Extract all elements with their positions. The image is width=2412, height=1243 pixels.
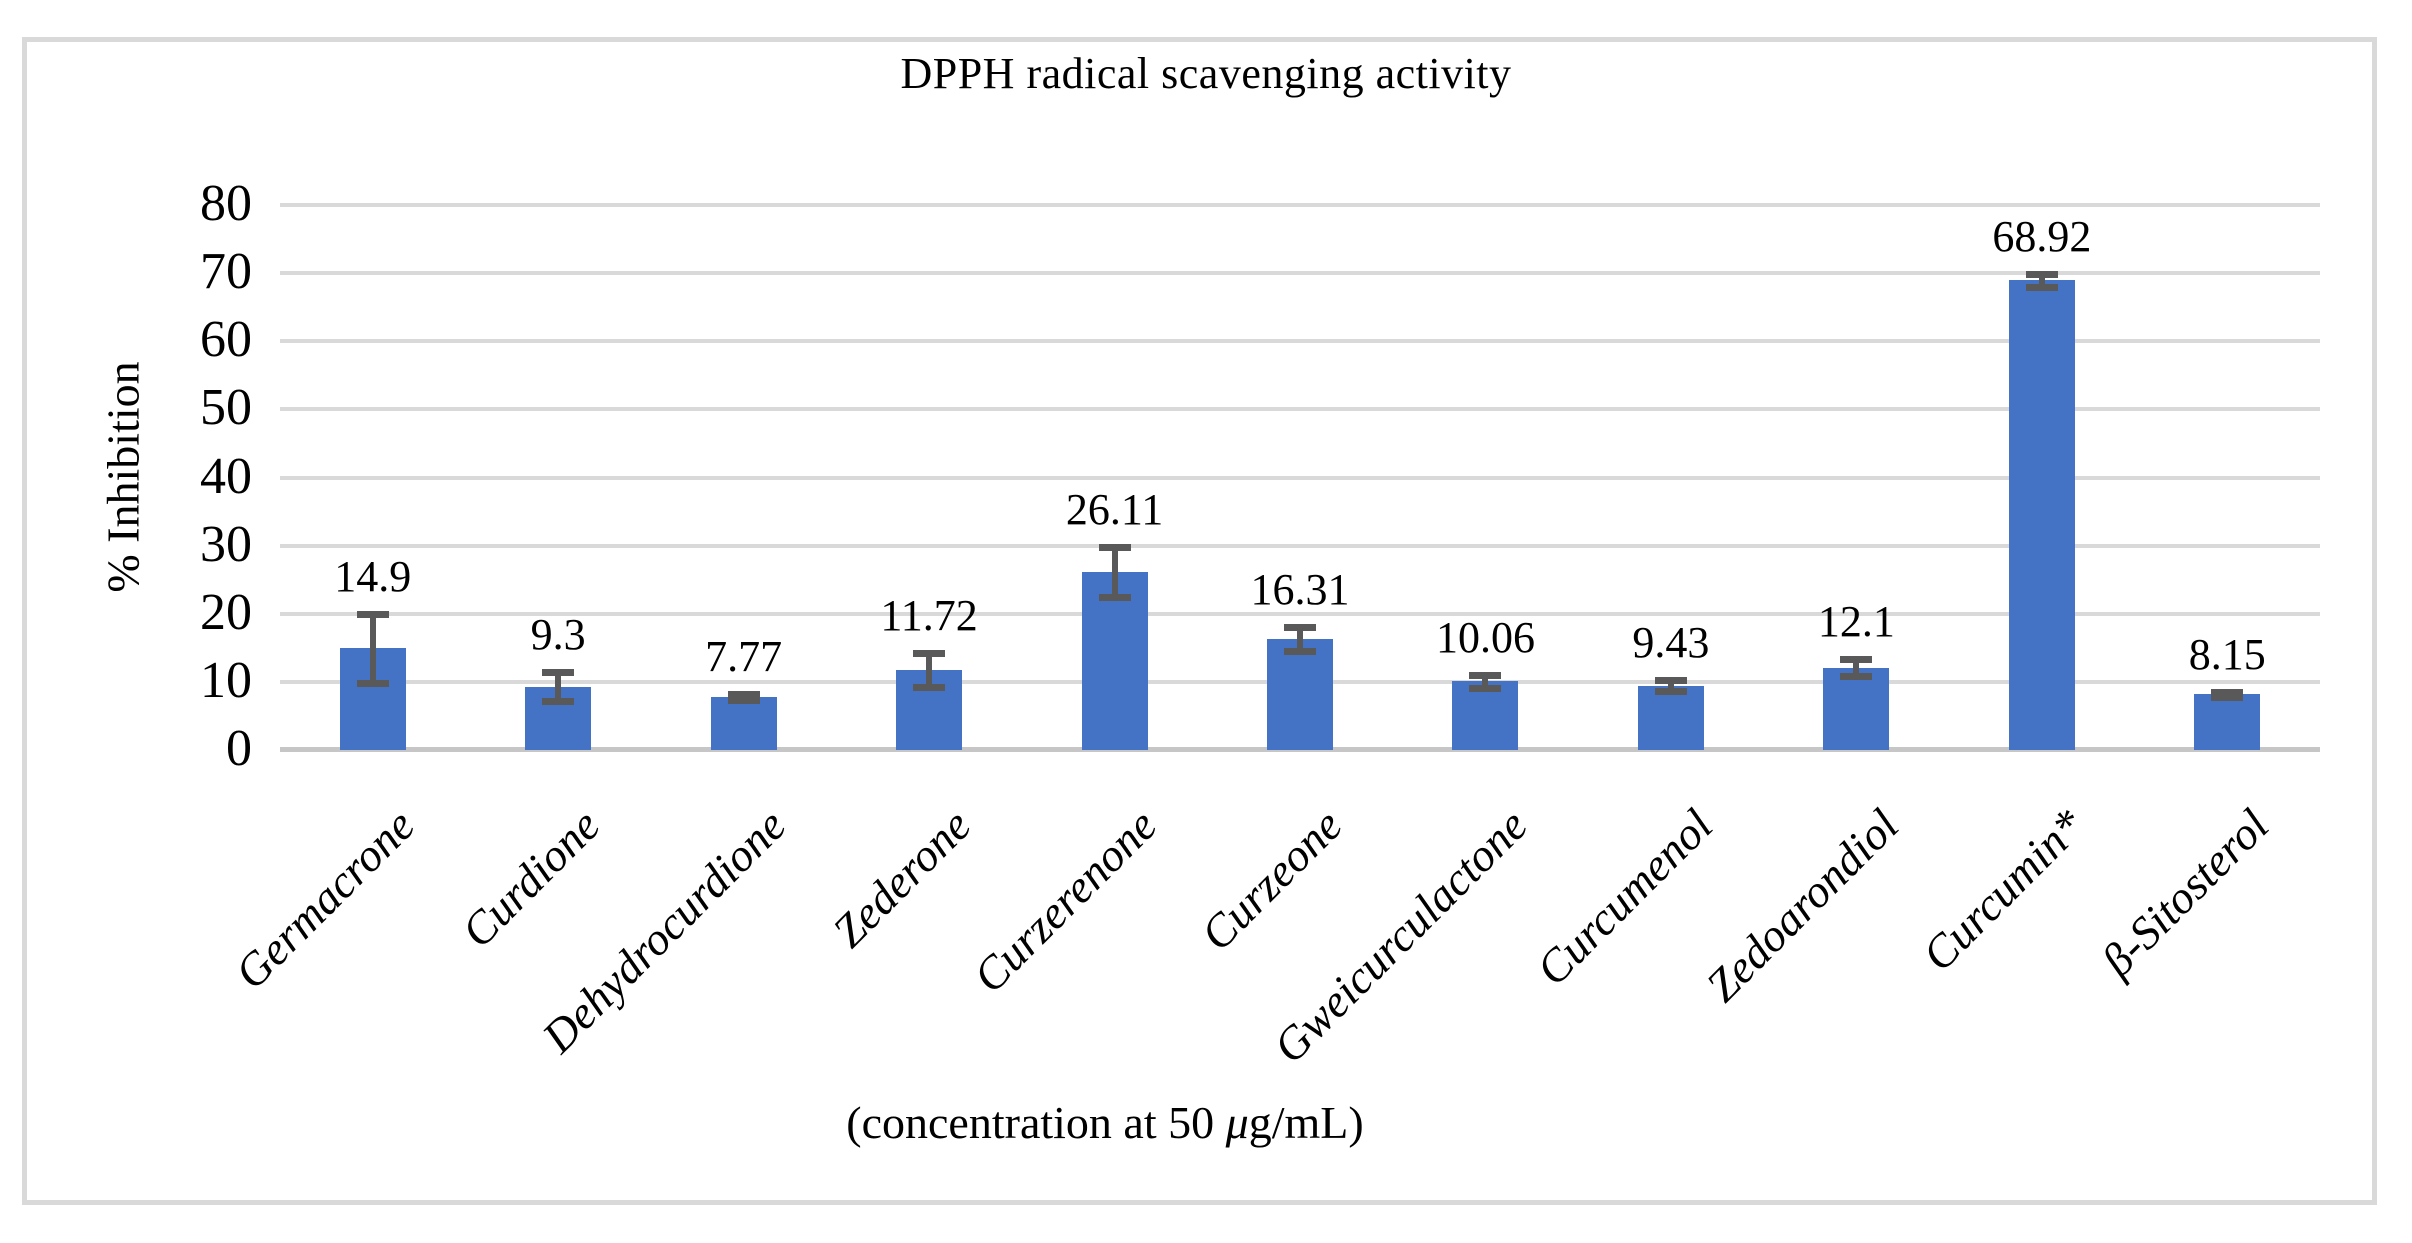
chart-title: DPPH radical scavenging activity: [900, 49, 1512, 98]
category-label-Curzerenone: Curzerenone: [963, 799, 1166, 1003]
data-label: 14.9: [334, 552, 412, 602]
data-label: 10.06: [1435, 613, 1535, 663]
category-label-Curzeone: Curzeone: [1190, 799, 1352, 961]
x-axis-title-prefix: (concentration at 50: [846, 1097, 1226, 1148]
y-tick-label: 0: [226, 720, 252, 777]
x-axis-title-suffix: g/mL): [1248, 1097, 1364, 1148]
error-bar-cap-top: [1284, 623, 1316, 631]
data-label: 68.92: [1992, 212, 2092, 262]
y-tick-label: 80: [200, 175, 252, 232]
error-bar-stem: [1667, 680, 1674, 692]
y-tick-label: 50: [200, 379, 252, 437]
error-bar-cap-top: [1469, 672, 1502, 680]
error-bar-cap-bottom: [727, 696, 760, 704]
data-label: 7.77: [705, 632, 783, 682]
error-bar-cap-bottom: [1840, 673, 1873, 681]
error-bar-stem: [555, 672, 562, 701]
error-bar-cap-top: [356, 611, 389, 619]
error-bar-cap-top: [2025, 271, 2058, 279]
y-tick-label: 70: [200, 243, 252, 301]
y-gridline: [280, 203, 2320, 207]
error-bar-cap-top: [913, 650, 946, 658]
y-tick-label: 10: [200, 651, 252, 709]
category-label-Curcumenol: Curcumenol: [1526, 799, 1723, 995]
error-bar-cap-bottom: [1284, 648, 1316, 656]
error-bar-cap-bottom: [913, 684, 946, 692]
y-tick-label: 60: [200, 311, 252, 369]
y-gridline: [280, 611, 2320, 616]
y-gridline: [280, 475, 2320, 480]
category-label-β-Sitosterol: β-Sitosterol: [2092, 799, 2279, 986]
data-label: 12.1: [1817, 596, 1895, 646]
error-bar-stem: [369, 614, 376, 683]
bar-Gweicurculactone: [1452, 681, 1519, 750]
y-gridline: [280, 271, 2320, 276]
data-label: 26.11: [1065, 484, 1164, 534]
category-label-Curdione: Curdione: [451, 799, 610, 958]
error-bar-cap-top: [2211, 689, 2244, 697]
data-label: 8.15: [2188, 630, 2266, 680]
y-gridline: [280, 543, 2320, 548]
category-label-Curcumin*: Curcumin*: [1911, 799, 2094, 981]
error-bar-cap-top: [727, 691, 760, 699]
bar-Curzerenone: [1081, 572, 1148, 750]
error-bar-cap-bottom: [1469, 684, 1502, 692]
error-bar-cap-top: [1098, 543, 1131, 551]
data-label: 16.31: [1250, 564, 1350, 614]
error-bar-cap-top: [1840, 655, 1873, 663]
error-bar-cap-top: [1654, 677, 1687, 685]
y-tick-label: 20: [200, 583, 252, 641]
error-bar-cap-bottom: [542, 697, 575, 705]
bar-Dehydrocurdione: [710, 697, 777, 750]
error-bar-cap-bottom: [2025, 283, 2058, 291]
data-label: 11.72: [880, 591, 978, 641]
bar-Curzeone: [1267, 638, 1333, 750]
y-tick-label: 30: [200, 515, 252, 573]
bar-Curcumin*: [2008, 280, 2075, 750]
error-bar-stem: [1111, 546, 1118, 598]
bar-Curcumenol: [1637, 685, 1704, 750]
error-bar-stem: [2038, 274, 2045, 287]
category-label-Germacrone: Germacrone: [224, 799, 425, 999]
error-bar-stem: [926, 653, 933, 688]
bar-β-Sitosterol: [2194, 694, 2261, 750]
category-label-Zederone: Zederone: [822, 799, 981, 957]
y-tick-label: 40: [200, 447, 252, 505]
category-label-Zedoarondiol: Zedoarondiol: [1695, 799, 1908, 1012]
error-bar-cap-top: [542, 669, 575, 677]
error-bar-cap-bottom: [2211, 693, 2244, 701]
x-axis-title-mu: μ: [1225, 1097, 1249, 1148]
error-bar-stem: [1853, 658, 1860, 677]
x-axis-title: (concentration at 50 μg/mL): [0, 1096, 2210, 1149]
y-gridline: [280, 339, 2320, 344]
error-bar-cap-bottom: [1098, 594, 1131, 602]
error-bar-stem: [1297, 626, 1303, 652]
data-label: 9.43: [1632, 618, 1710, 668]
error-bar-stem: [1482, 675, 1489, 688]
error-bar-cap-bottom: [1654, 688, 1687, 696]
data-label: 9.3: [530, 610, 586, 660]
error-bar-cap-bottom: [356, 679, 389, 687]
bar-Zedoarondiol: [1823, 667, 1890, 750]
y-gridline: [280, 407, 2320, 412]
